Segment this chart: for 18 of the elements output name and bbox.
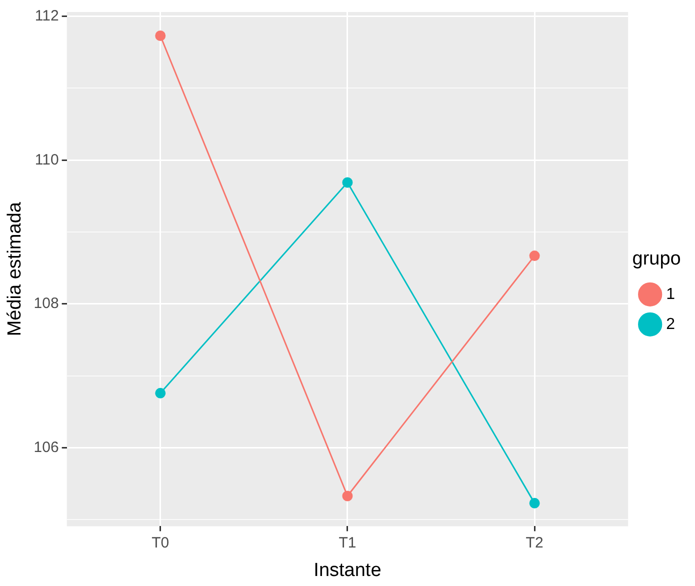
y-axis-title: Média estimada [4,202,26,336]
point [342,490,353,502]
x-axis-title: Instante [314,560,382,581]
y-tick-label: 106 [34,438,59,456]
legend-title: grupo [632,248,681,270]
y-tick-label: 108 [34,295,59,312]
y-tick-label: 112 [34,7,59,24]
legend-label: 1 [666,286,676,303]
point [342,177,353,188]
point [155,30,166,41]
legend-label: 2 [666,316,676,333]
x-tick-label: T1 [338,534,356,552]
point [529,250,540,262]
y-tick-label: 110 [34,151,59,168]
x-tick-label: T0 [152,534,170,552]
point [529,498,540,508]
x-tick-label: T2 [526,534,544,552]
point [155,388,166,398]
